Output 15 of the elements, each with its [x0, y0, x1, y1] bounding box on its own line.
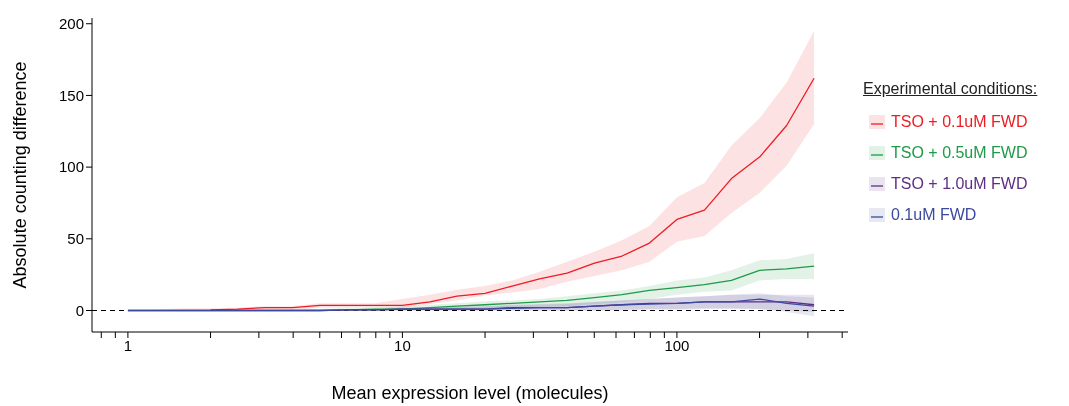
y-tick-label: 150 [58, 86, 84, 104]
x-tick-label: 1 [123, 336, 133, 354]
legend-label: TSO + 0.5uM FWD [891, 143, 1028, 162]
x-tick-label: 100 [664, 336, 690, 354]
y-tick-label: 100 [58, 158, 84, 176]
legend-label: TSO + 1.0uM FWD [891, 174, 1028, 193]
legend-label: 0.1uM FWD [891, 205, 977, 224]
y-tick-label: 0 [75, 301, 84, 319]
y-tick-label: 200 [58, 15, 84, 33]
y-tick-label: 50 [67, 230, 84, 248]
x-tick-label: 10 [394, 336, 411, 354]
legend-label: TSO + 0.1uM FWD [891, 112, 1028, 131]
y-axis-title: Absolute counting difference [10, 61, 31, 289]
legend-title: Experimental conditions: [863, 80, 1038, 98]
x-axis-title: Mean expression level (molecules) [331, 382, 609, 403]
